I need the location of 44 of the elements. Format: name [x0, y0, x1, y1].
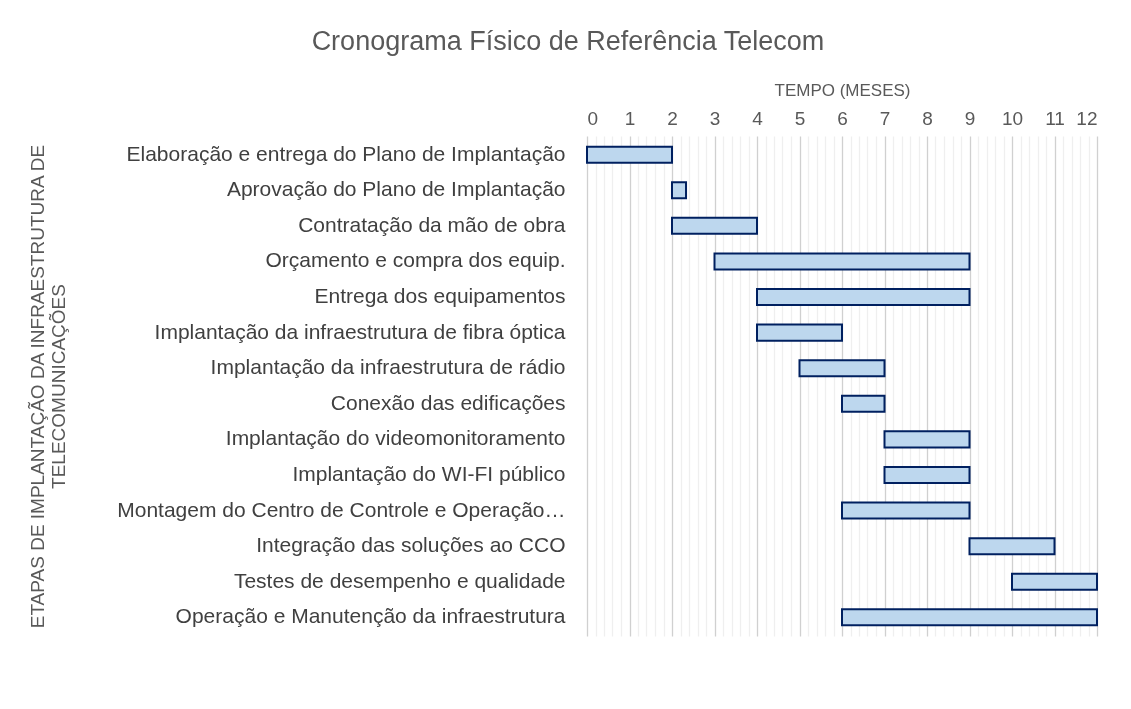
bar: [756, 288, 971, 307]
x-tick-label: 0: [587, 107, 599, 129]
bar: [1011, 572, 1098, 591]
x-tick-label: 6: [837, 107, 848, 129]
bar: [798, 359, 886, 378]
y-tick-label: Implantação da infraestrutura de fibra óptica: [154, 319, 566, 343]
chart-title: Cronograma Físico de Referência Telecom: [311, 26, 825, 56]
y-tick-label: Operação e Manutenção da infraestrutura: [175, 604, 566, 628]
x-tick-label: 8: [922, 107, 933, 129]
y-tick-label: Conexão das edificações: [330, 390, 566, 414]
x-tick-label: 1: [624, 107, 636, 129]
bar: [841, 501, 971, 520]
x-tick-label: 7: [879, 107, 891, 129]
y-tick-label: Montagem do Centro de Controle e Operação…: [117, 497, 566, 521]
y-tick-label: Orçamento e compra dos equip.: [265, 248, 566, 272]
y-tick-label: Testes de desempenho e qualidade: [233, 568, 566, 592]
bar: [841, 394, 886, 413]
bar: [756, 323, 843, 342]
x-axis-title: TEMPO (MESES): [774, 80, 911, 100]
bar: [968, 537, 1056, 556]
bar: [841, 608, 1098, 627]
y-axis-title: ETAPAS DE IMPLANTAÇÃO DA INFRAESTRUTURA DE TELECOMUNICAÇÕES: [26, 144, 69, 629]
y-tick-label: Implantação do WI-FI público: [292, 461, 566, 485]
bar: [671, 181, 688, 200]
x-tick-label: 4: [752, 107, 764, 129]
x-tick-label: 10: [1001, 107, 1024, 129]
y-tick-label: Entrega dos equipamentos: [314, 284, 566, 308]
x-tick-label: 3: [709, 107, 721, 129]
x-tick-label: 5: [794, 107, 806, 129]
bar: [883, 465, 971, 484]
y-tick-label: Integração das soluções ao CCO: [256, 533, 566, 557]
y-tick-label: Contratação da mão de obra: [298, 212, 566, 236]
y-tick-label: Elaboração e entrega do Plano de Implantação: [126, 141, 566, 165]
x-tick-label: 12: [1076, 107, 1098, 129]
bar: [883, 430, 971, 449]
bar: [671, 216, 758, 235]
x-tick-label: 11: [1045, 107, 1065, 129]
y-tick-label: Implantação do videomonitoramento: [225, 426, 566, 450]
y-tick-label: Aprovação do Plano de Implantação: [226, 177, 566, 201]
bar: [713, 252, 971, 271]
bar: [586, 145, 673, 164]
y-tick-label: Implantação da infraestrutura de rádio: [210, 355, 566, 379]
x-tick-label: 2: [667, 107, 678, 129]
x-tick-label: 9: [964, 107, 976, 129]
